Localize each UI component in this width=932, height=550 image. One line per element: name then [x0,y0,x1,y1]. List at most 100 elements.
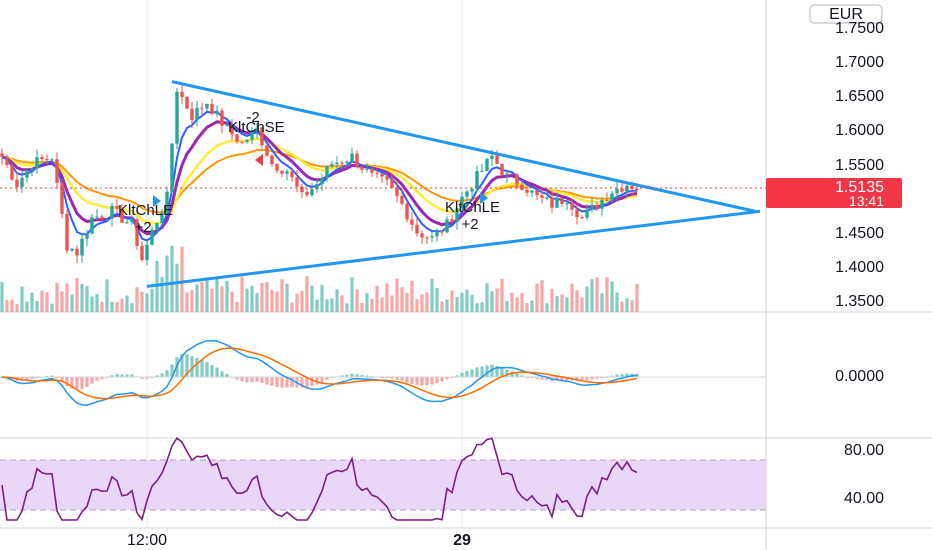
macd-histogram-bar [565,377,569,381]
candle-body [80,238,84,256]
macd-histogram-bar [485,365,489,377]
macd-histogram-bar [405,377,409,383]
price-tick: 1.5500 [835,157,884,174]
candle-body [400,195,404,204]
volume-bar [45,292,49,312]
candle-body [30,168,34,171]
macd-histogram-bar [490,364,494,377]
macd-histogram-bar [240,377,244,382]
volume-bar [180,246,184,312]
candle-body [95,216,99,218]
macd-histogram-bar [270,377,274,386]
candle-body [110,205,114,219]
volume-bar [415,299,419,312]
macd-signal-line [1,347,638,400]
candle-body [430,236,434,238]
volume-bar [630,300,634,312]
macd-histogram-bar [430,377,434,385]
volume-bar [395,278,399,312]
macd-histogram-bar [195,357,199,377]
candle-body [200,107,204,109]
candle-body [555,198,559,208]
volume-bar [345,303,349,312]
macd-histogram-bar [390,377,394,379]
candle-body [165,191,169,214]
candle-body [500,163,504,175]
signal-qty: +2 [134,219,151,236]
volume-bar [510,292,514,312]
candle-body [235,134,239,142]
candle-body [455,208,459,222]
candle-body [315,184,319,190]
volume-bar [30,292,34,312]
candle-body [85,233,89,239]
volume-bar [495,288,499,312]
macd-histogram-bar [460,372,464,377]
volume-bar [150,288,154,312]
macd-histogram-bar [285,377,289,388]
macd-histogram-bar [625,373,629,377]
macd-histogram-bar [415,377,419,386]
price-tick: 1.4500 [835,225,884,242]
candle-body [595,204,599,209]
candle-body [635,188,639,190]
signal-label: KltChLE [118,202,173,219]
candle-body [15,179,19,188]
macd-histogram-bar [465,370,469,377]
volume-bar [310,285,314,312]
macd-histogram-bar [365,375,369,377]
candle-body [600,199,604,209]
volume-bar [480,302,484,312]
candle-body [565,203,569,205]
bar-countdown: 13:41 [849,193,884,209]
macd-histogram-bar [425,377,429,386]
short-entry-icon [255,154,263,166]
volume-bar [520,293,524,312]
candle-body [440,231,444,233]
macd-histogram-bar [435,377,439,383]
volume-bar [455,296,459,312]
candle-body [175,91,179,144]
candle-body [515,174,519,185]
macd-histogram-bar [90,377,94,384]
macd-histogram-bar [80,377,84,389]
volume-bar [80,283,84,312]
macd-histogram-bar [30,377,34,380]
macd-histogram-bar [145,377,149,379]
volume-bar [20,286,24,312]
macd-histogram-bar [75,377,79,391]
macd-histogram-bar [25,377,29,380]
macd-histogram-bar [495,365,499,377]
volume-bar [95,293,99,312]
candle-body [145,244,149,261]
candle-body [470,189,474,192]
macd-histogram-bar [205,362,209,377]
candle-body [150,229,154,245]
volume-bar [460,292,464,312]
candle-body [170,143,174,192]
volume-bar [580,297,584,312]
candle-body [115,205,119,209]
volume-bar [505,301,509,312]
candle-body [290,171,294,178]
rsi-line [1,436,638,522]
time-axis[interactable]: 12:00 29 [127,532,471,549]
volume-bar [585,286,589,312]
price-tick: 1.3500 [835,293,884,310]
macd-histogram-bar [480,366,484,377]
macd-histogram-bar [545,377,549,380]
currency-badge[interactable] [809,4,883,24]
rsi-indicator [1,436,638,522]
macd-histogram-bar [115,374,119,377]
macd-histogram-bar [445,377,449,380]
candle-body [540,195,544,198]
triangle-trendlines[interactable] [146,80,761,288]
signal-label: KltChSE [228,119,285,136]
price-tick: 1.6500 [835,88,884,105]
volume-bar [465,289,469,312]
price-axis[interactable]: EUR 1.7500 1.7000 1.6500 1.6000 1.5500 1… [766,4,902,507]
volume-bar [215,276,219,312]
macd-histogram-bar [220,371,224,377]
